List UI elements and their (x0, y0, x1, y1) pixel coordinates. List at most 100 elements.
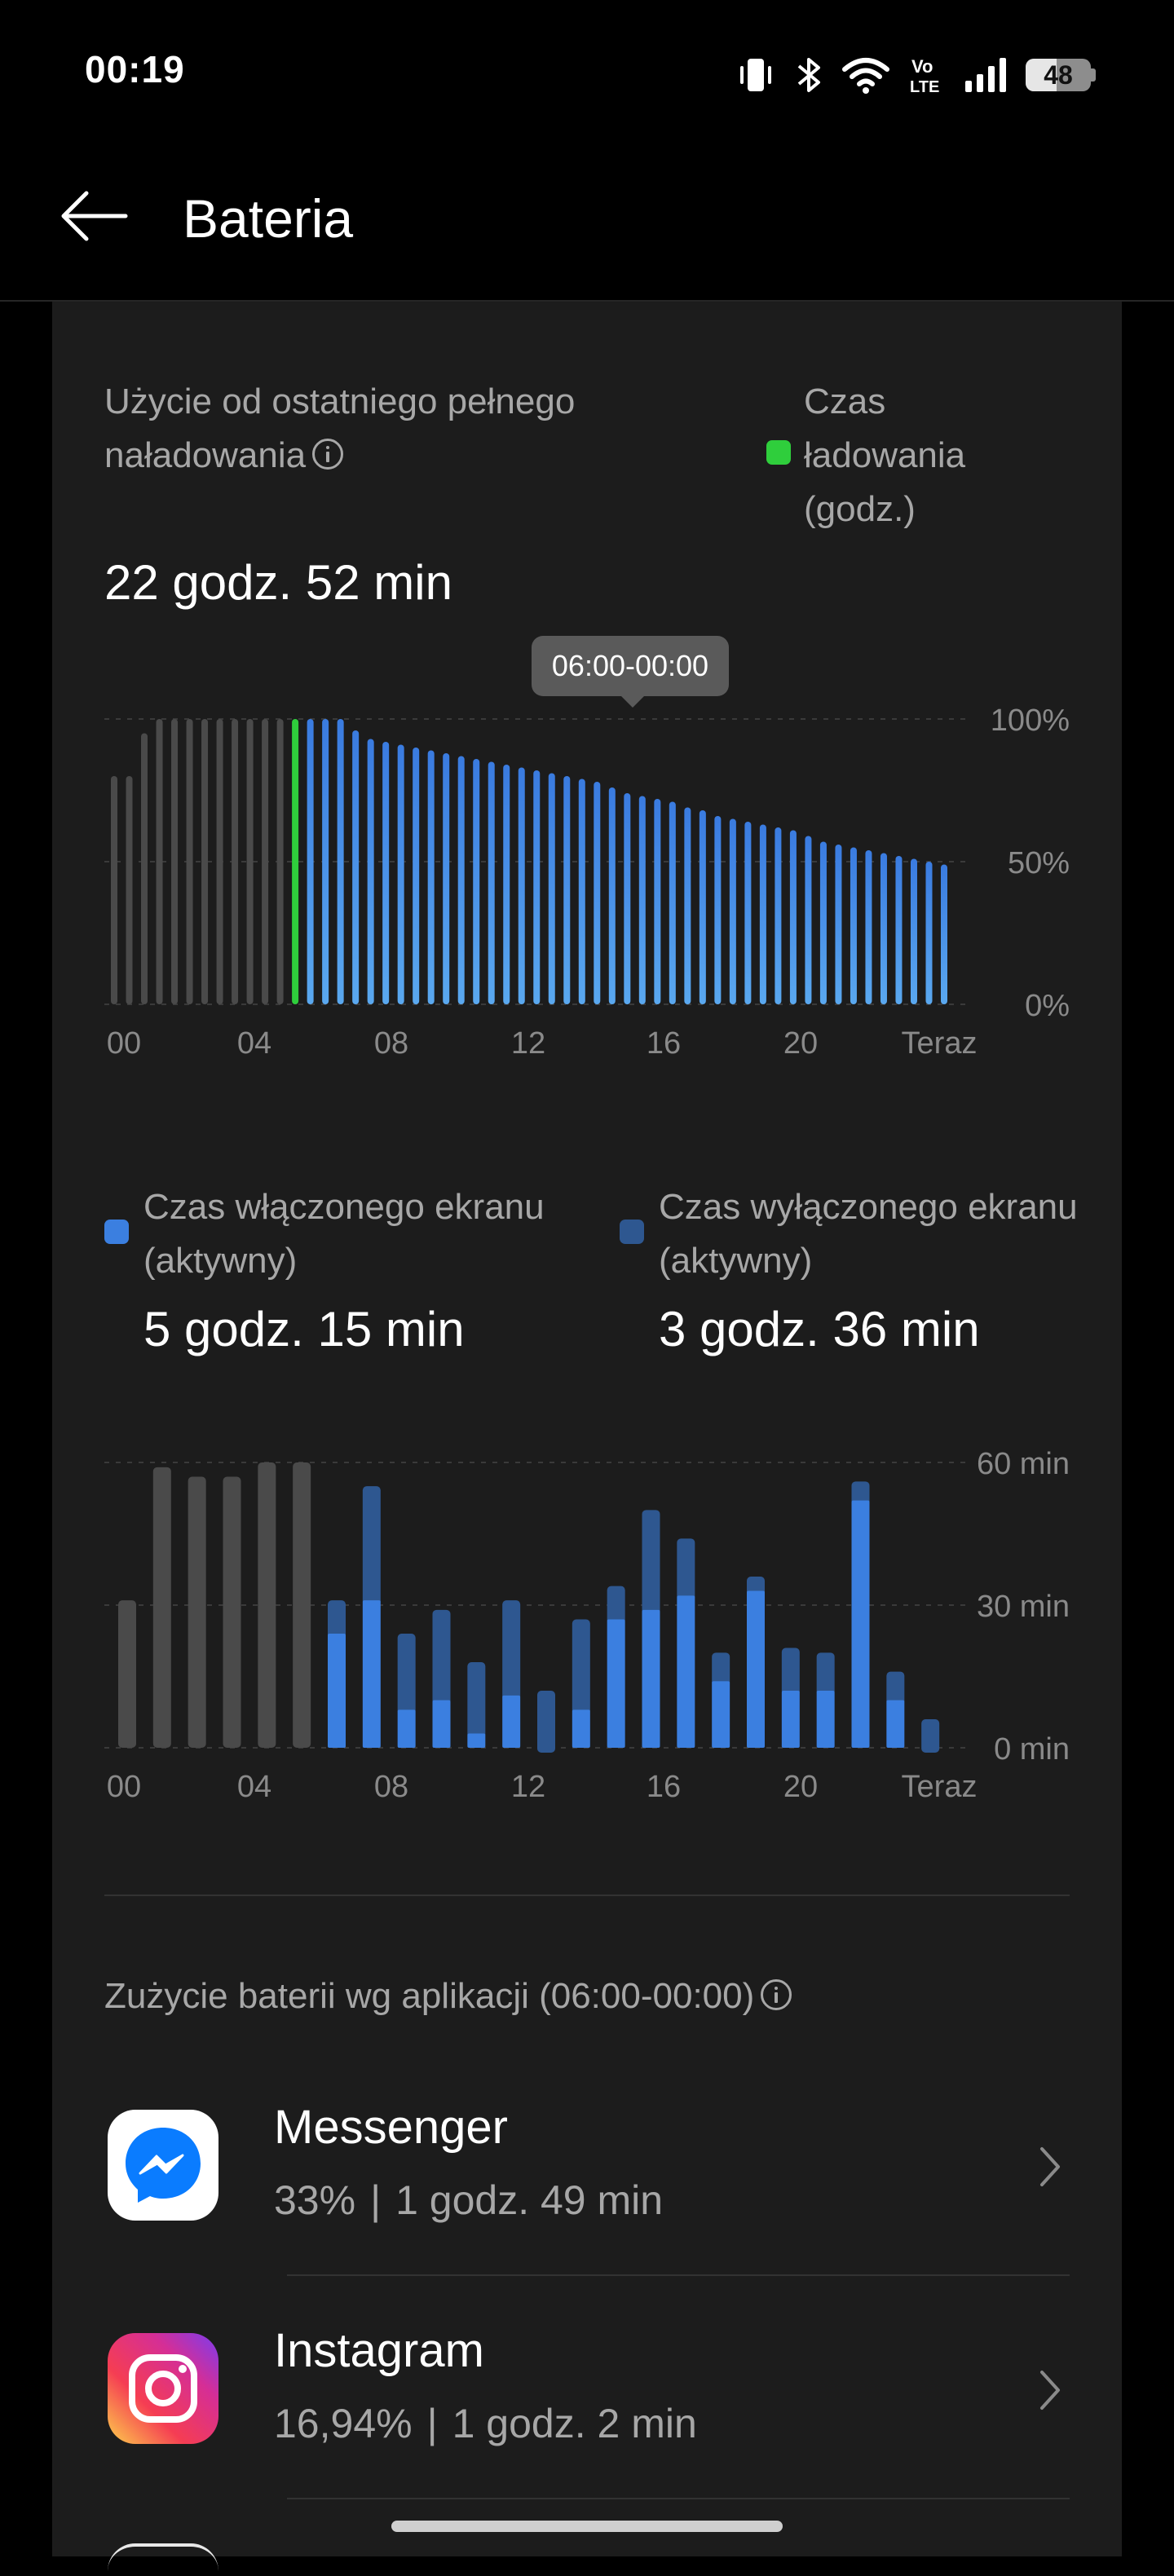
battery-bar (141, 733, 148, 1004)
svg-text:LTE: LTE (910, 78, 939, 95)
screen-on-bar (607, 1619, 625, 1748)
x-tick-label: 12 (511, 1026, 545, 1061)
screen-off-bar (432, 1609, 451, 1705)
screen-time-bar-before (258, 1462, 276, 1748)
battery-bar (594, 782, 601, 1004)
back-button[interactable] (49, 171, 139, 261)
home-indicator[interactable] (391, 2521, 783, 2532)
app-stats-separator: | (426, 2401, 438, 2446)
info-icon[interactable] (761, 1979, 792, 2011)
battery-bar (307, 719, 314, 1004)
wifi-icon (842, 58, 889, 94)
battery-icon: 48 (1026, 59, 1096, 91)
screen-off-bar (781, 1647, 800, 1696)
info-icon[interactable] (312, 439, 344, 470)
instagram-icon (108, 2333, 218, 2444)
screen-off-bar (397, 1634, 416, 1715)
screen-on-bar (362, 1600, 381, 1748)
battery-bar (608, 787, 616, 1004)
battery-bar (563, 776, 571, 1004)
charge-legend-dot (766, 440, 791, 465)
app-stats-separator: | (370, 2177, 382, 2223)
battery-bar (186, 719, 193, 1004)
x-tick-label: 16 (647, 1770, 681, 1804)
app-name: Messenger (274, 2101, 508, 2154)
screen-on-bar (328, 1634, 346, 1748)
battery-bar (819, 841, 827, 1004)
screen-time-bar-before (118, 1600, 136, 1748)
battery-bar (729, 818, 736, 1004)
screen-off-bar (642, 1510, 660, 1615)
vibrate-icon (740, 59, 771, 91)
battery-bar (775, 827, 782, 1004)
battery-bar (382, 742, 390, 1004)
app-icon-partial (108, 2543, 218, 2576)
app-percent: 33% (274, 2177, 356, 2223)
battery-bar (578, 779, 585, 1004)
battery-level-chart[interactable]: 100% 50% 0% 00 04 08 12 16 20 Teraz (0, 0, 1174, 1092)
battery-bar (910, 858, 917, 1004)
screen-on-bar (432, 1700, 451, 1748)
screen-off-value: 3 godz. 36 min (659, 1302, 980, 1356)
battery-bar (337, 719, 344, 1004)
screen-off-bar (851, 1481, 870, 1506)
chevron-right-icon (1040, 2147, 1060, 2186)
x-tick-label: 20 (783, 1770, 818, 1804)
app-percent: 16,94% (274, 2401, 413, 2446)
x-tick-label: 04 (237, 1026, 271, 1061)
bluetooth-icon (797, 58, 820, 92)
battery-bar (201, 719, 209, 1004)
y-tick-label: 100% (991, 704, 1070, 738)
screen-off-bar (921, 1719, 940, 1753)
battery-bar (276, 719, 284, 1004)
app-row-instagram[interactable]: Instagram 16,94% | 1 godz. 2 min (104, 2324, 1070, 2553)
x-tick-label: 20 (783, 1026, 818, 1061)
usage-value: 22 godz. 52 min (104, 555, 452, 610)
battery-bar (518, 767, 525, 1004)
app-stats: 33% | 1 godz. 49 min (274, 2177, 663, 2224)
screen-on-bar (572, 1709, 590, 1748)
screen-on-bar (886, 1700, 905, 1748)
screen-time-bar-before (293, 1462, 311, 1748)
screen-on-bar (502, 1695, 521, 1748)
screen-time-chart[interactable]: 60 min 30 min 0 min 00 04 08 12 16 20 Teraz (0, 0, 1174, 1826)
battery-bar (216, 719, 223, 1004)
row-divider (287, 2498, 1070, 2499)
screen-time-bar-before (188, 1476, 206, 1748)
battery-bar (624, 793, 631, 1004)
screen-on-bar (467, 1733, 486, 1748)
battery-bar (865, 850, 872, 1004)
svg-text:Vo: Vo (911, 56, 933, 77)
battery-bar (835, 845, 842, 1004)
y-tick-label: 0% (1025, 989, 1070, 1023)
battery-bar (744, 822, 752, 1004)
screen-on-bar (816, 1691, 835, 1748)
battery-bar (880, 853, 887, 1004)
x-tick-label: 12 (511, 1770, 545, 1804)
battery-bar (654, 799, 661, 1004)
battery-bar (443, 753, 450, 1004)
y-tick-label: 30 min (977, 1590, 1070, 1624)
battery-bar (941, 864, 947, 1004)
app-stats: 16,94% | 1 godz. 2 min (274, 2400, 697, 2447)
battery-bar (171, 719, 179, 1004)
screen-on-bar (642, 1609, 660, 1748)
row-divider (287, 2274, 1070, 2276)
battery-bar (427, 750, 435, 1004)
battery-bar (322, 719, 329, 1004)
y-tick-label: 50% (1008, 846, 1070, 880)
screen-time-bar-before (152, 1467, 171, 1748)
battery-bar (488, 761, 495, 1004)
signal-icon (965, 58, 1006, 92)
battery-bar (759, 824, 766, 1004)
battery-bar (669, 801, 676, 1004)
battery-bar (473, 759, 480, 1004)
x-tick-label: Teraz (902, 1026, 978, 1061)
usage-label: Użycie od ostatniego pełnego naładowania (104, 375, 675, 483)
app-row-messenger[interactable]: Messenger 33% | 1 godz. 49 min (104, 2101, 1070, 2330)
battery-bar (413, 748, 420, 1004)
x-tick-label: 08 (374, 1026, 408, 1061)
x-tick-label: 04 (237, 1770, 271, 1804)
page-title: Bateria (183, 188, 354, 249)
battery-bar (548, 773, 555, 1004)
